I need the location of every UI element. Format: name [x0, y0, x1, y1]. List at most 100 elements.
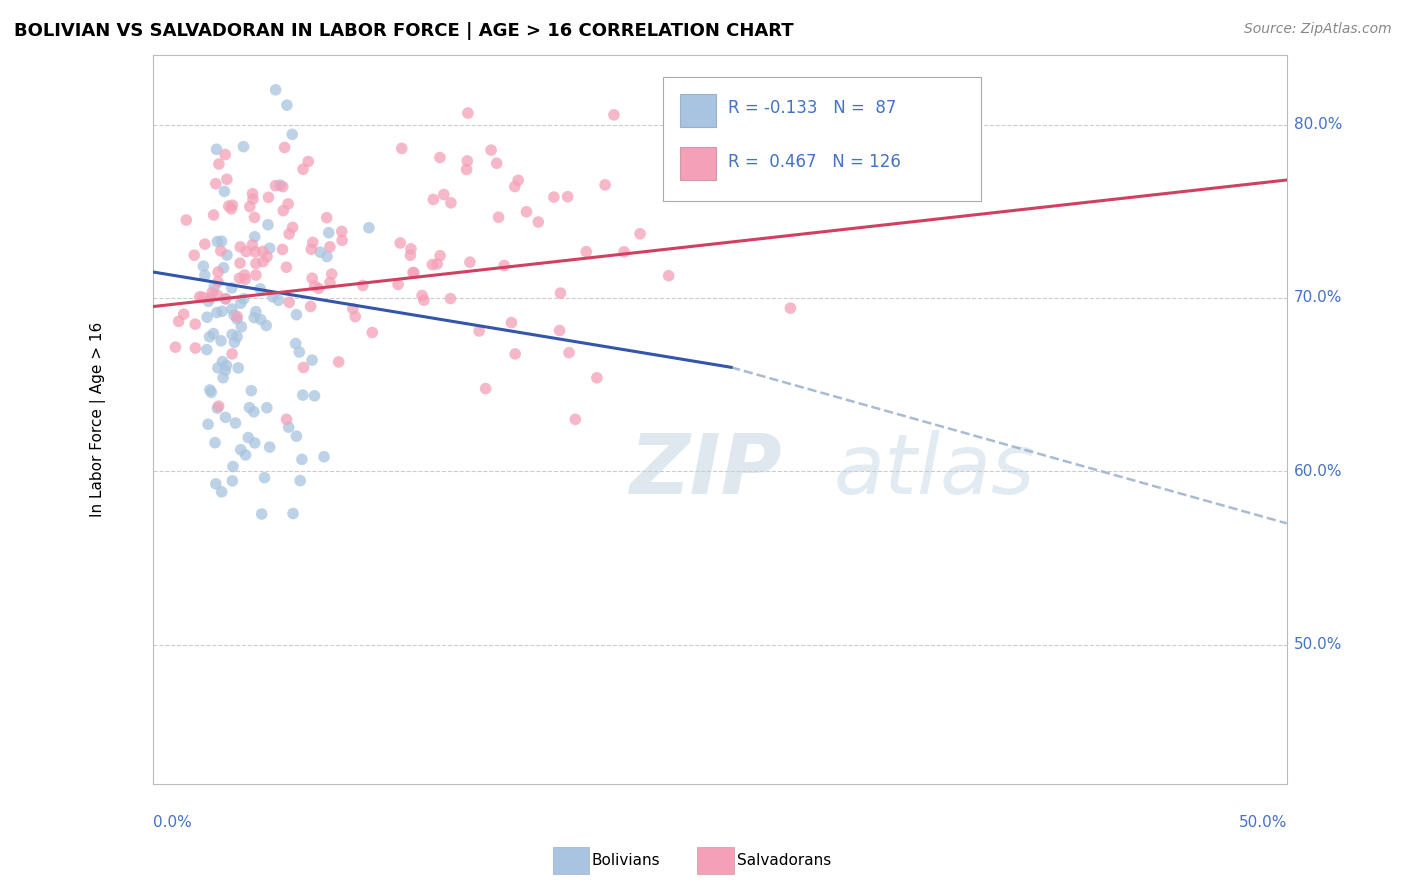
- Point: [198, 330, 221, 344]
- Point: [297, 154, 319, 169]
- Point: [429, 249, 451, 263]
- Point: [440, 195, 463, 210]
- Point: [215, 172, 238, 186]
- Point: [779, 301, 801, 315]
- Point: [200, 291, 222, 305]
- Point: [229, 442, 252, 457]
- Point: [222, 459, 245, 474]
- Point: [226, 310, 249, 324]
- Point: [479, 143, 502, 157]
- Text: R =  0.467   N = 126: R = 0.467 N = 126: [728, 153, 900, 171]
- Point: [243, 211, 266, 225]
- Point: [211, 354, 233, 368]
- Point: [628, 227, 651, 241]
- Text: 0.0%: 0.0%: [153, 814, 191, 830]
- Point: [205, 142, 228, 156]
- Point: [291, 388, 314, 402]
- Point: [249, 312, 271, 326]
- Point: [494, 259, 516, 273]
- Point: [271, 203, 294, 218]
- Point: [207, 288, 229, 302]
- Point: [319, 276, 342, 290]
- Point: [277, 420, 299, 434]
- Text: 60.0%: 60.0%: [1294, 464, 1343, 479]
- Point: [207, 401, 229, 416]
- Point: [221, 347, 243, 361]
- Point: [278, 227, 301, 241]
- Point: [221, 474, 243, 488]
- Point: [433, 187, 456, 202]
- Point: [281, 220, 304, 235]
- Point: [167, 314, 190, 328]
- Point: [456, 153, 478, 168]
- Point: [200, 385, 222, 400]
- Point: [402, 265, 425, 279]
- Point: [330, 233, 353, 247]
- Point: [183, 248, 205, 262]
- Point: [202, 326, 225, 341]
- Point: [312, 450, 335, 464]
- Point: [278, 295, 301, 310]
- Text: BOLIVIAN VS SALVADORAN IN LABOR FORCE | AGE > 16 CORRELATION CHART: BOLIVIAN VS SALVADORAN IN LABOR FORCE | …: [14, 22, 793, 40]
- Point: [205, 305, 228, 319]
- Point: [422, 258, 444, 272]
- Point: [214, 185, 236, 199]
- Point: [439, 292, 461, 306]
- Point: [252, 254, 274, 268]
- Point: [269, 178, 291, 193]
- Point: [488, 211, 510, 225]
- Point: [259, 241, 281, 255]
- Point: [550, 286, 572, 301]
- Point: [229, 240, 252, 254]
- Point: [221, 198, 243, 212]
- Point: [221, 327, 243, 342]
- FancyBboxPatch shape: [681, 147, 716, 180]
- Point: [224, 335, 246, 350]
- Point: [299, 300, 322, 314]
- Point: [501, 316, 523, 330]
- Point: [399, 248, 422, 262]
- Point: [557, 189, 579, 203]
- Point: [304, 278, 326, 293]
- Point: [252, 244, 274, 259]
- Point: [209, 244, 232, 258]
- FancyBboxPatch shape: [681, 94, 716, 128]
- Point: [233, 268, 256, 282]
- Point: [243, 405, 266, 419]
- Text: Bolivians: Bolivians: [592, 854, 661, 868]
- Point: [249, 282, 271, 296]
- Text: Source: ZipAtlas.com: Source: ZipAtlas.com: [1244, 22, 1392, 37]
- Point: [226, 312, 249, 326]
- Text: 70.0%: 70.0%: [1294, 291, 1341, 305]
- Point: [276, 412, 298, 426]
- Point: [191, 290, 214, 304]
- Point: [222, 308, 245, 322]
- Point: [195, 310, 218, 325]
- Point: [291, 452, 314, 467]
- Point: [165, 340, 187, 354]
- Point: [202, 208, 225, 222]
- Point: [586, 371, 609, 385]
- Point: [243, 436, 266, 450]
- Point: [214, 410, 236, 425]
- Point: [243, 310, 266, 325]
- Point: [194, 268, 217, 283]
- Point: [267, 293, 290, 308]
- Point: [658, 268, 681, 283]
- Point: [257, 218, 280, 232]
- Point: [321, 267, 343, 281]
- Point: [240, 238, 263, 252]
- Point: [245, 304, 267, 318]
- Point: [245, 256, 267, 270]
- Point: [259, 440, 281, 454]
- Point: [208, 399, 231, 413]
- Point: [389, 235, 412, 250]
- Point: [387, 277, 409, 292]
- Point: [238, 401, 260, 415]
- Point: [271, 179, 294, 194]
- Point: [503, 347, 526, 361]
- Point: [508, 173, 530, 187]
- Point: [299, 242, 322, 256]
- Point: [262, 290, 284, 304]
- Point: [232, 292, 254, 306]
